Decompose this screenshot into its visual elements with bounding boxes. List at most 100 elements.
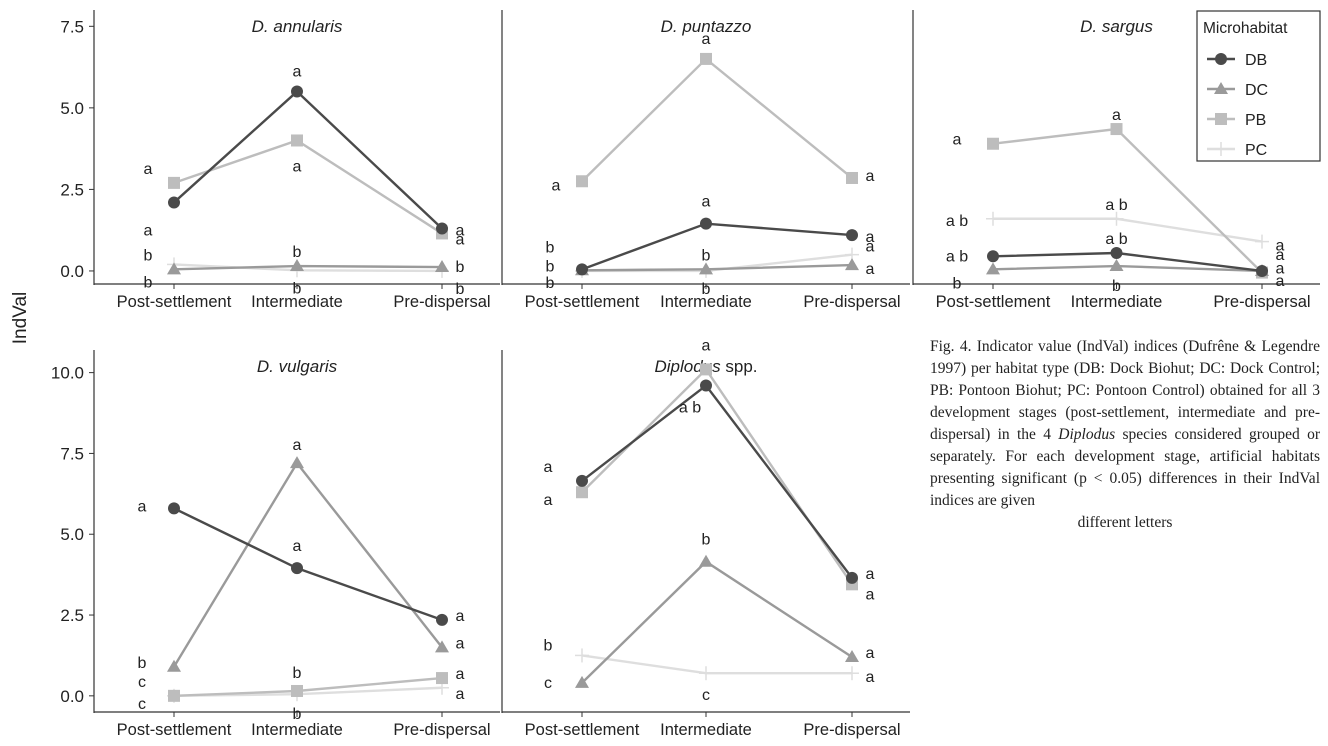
significance-letter: a	[456, 608, 465, 625]
data-point-db	[168, 502, 180, 515]
y-tick-label: 5.0	[60, 525, 84, 544]
significance-letter: b	[1112, 278, 1121, 295]
significance-letter: c	[702, 687, 710, 704]
data-point-dc	[167, 262, 181, 275]
significance-letter: a	[138, 498, 147, 515]
significance-letter: a	[456, 223, 465, 240]
data-point-dc	[699, 554, 713, 567]
significance-letter: a	[866, 586, 875, 603]
data-point-pc	[575, 648, 589, 663]
data-point-pb	[846, 171, 858, 184]
figure-caption: Fig. 4. Indicator value (IndVal) indices…	[930, 336, 1320, 534]
data-point-dc	[986, 262, 1000, 275]
x-tick-label: Post-settlement	[525, 721, 640, 739]
series-line-pb	[173, 139, 443, 235]
significance-letter: b	[144, 274, 153, 291]
significance-letter: c	[138, 696, 146, 713]
data-point-pb	[987, 137, 999, 150]
significance-letter: b	[546, 275, 555, 292]
significance-letter: a	[866, 229, 875, 246]
chart-panel: 0.0 2.5 5.0 7.5 Post-settlement Intermediate P…	[60, 10, 500, 311]
data-point-dc	[575, 675, 589, 688]
data-point-pc	[1109, 211, 1124, 226]
data-point-pb	[436, 672, 448, 685]
legend-marker-db	[1215, 53, 1227, 65]
x-tick-label: Post-settlement	[936, 293, 1051, 311]
data-point-dc	[845, 650, 859, 663]
data-point-db	[846, 229, 858, 242]
chart-panel: 0.0 2.5 5.0 7.5 10.0 Post-settlement Intermedi…	[51, 350, 500, 739]
data-point-db	[576, 263, 588, 276]
series-line-dc	[581, 560, 853, 684]
significance-letter: a	[293, 158, 302, 175]
significance-letter: b	[144, 247, 153, 264]
series-line-dc	[172, 461, 443, 668]
legend-label-pb: PB	[1245, 112, 1266, 129]
data-point-pb	[576, 486, 588, 499]
legend-label-dc: DC	[1245, 82, 1268, 99]
x-tick-label: Intermediate	[660, 721, 752, 739]
x-tick-label: Intermediate	[1071, 293, 1163, 311]
chart-legend: Microhabitat DB DC PB PC	[1196, 10, 1321, 162]
series-line-db	[581, 222, 853, 271]
x-tick-label: Pre-dispersal	[803, 721, 900, 739]
data-point-pb	[168, 176, 180, 189]
significance-letter: b	[293, 706, 302, 723]
data-point-db	[1110, 247, 1123, 260]
y-tick-label: 7.5	[60, 444, 84, 463]
data-point-dc	[167, 659, 181, 672]
caption-text-end: species considered grouped or separately…	[930, 426, 1320, 509]
legend-label-db: DB	[1245, 52, 1267, 69]
legend-marker-pb	[1215, 113, 1227, 125]
significance-letter: b	[293, 244, 302, 261]
significance-letter: b	[702, 281, 711, 298]
data-point-db	[291, 85, 303, 98]
significance-letter: a	[1276, 273, 1285, 290]
significance-letter: a b	[1105, 197, 1127, 214]
data-point-db	[987, 250, 999, 263]
significance-letter: a	[702, 194, 711, 211]
significance-letter: a b	[1105, 231, 1127, 248]
panel-title: D. puntazzo	[661, 17, 752, 36]
y-tick-label: 2.5	[60, 180, 84, 199]
data-point-db	[846, 571, 858, 584]
data-point-db	[700, 379, 712, 392]
caption-italic-genus: Diplodus	[1058, 426, 1116, 443]
x-tick-label: Pre-dispersal	[393, 293, 490, 311]
significance-letter: a	[544, 459, 553, 476]
significance-letter: a	[866, 261, 875, 278]
legend-box	[1196, 10, 1321, 162]
significance-letter: a	[144, 161, 153, 178]
significance-letter: b	[293, 665, 302, 682]
data-point-db	[436, 222, 448, 235]
significance-letter: a b	[679, 400, 701, 417]
data-point-db	[1256, 264, 1268, 277]
x-tick-label: Intermediate	[660, 293, 752, 311]
data-point-db	[436, 613, 448, 626]
significance-letter: c	[138, 674, 146, 691]
significance-letter: a b	[946, 213, 968, 230]
significance-letter: a	[544, 492, 553, 509]
legend-marker-dc	[1214, 82, 1228, 94]
caption-last-line: different letters	[1077, 514, 1173, 531]
data-point-pc	[845, 666, 859, 681]
significance-letter: a	[1276, 261, 1285, 278]
chart-panel: Post-settlement Intermediate Pre-dispersal…	[912, 10, 1320, 311]
data-point-pb	[168, 689, 180, 702]
data-point-pb	[291, 134, 303, 147]
data-point-pb	[576, 175, 588, 188]
significance-letter: a	[456, 231, 465, 248]
x-tick-label: Pre-dispersal	[393, 721, 490, 739]
significance-letter: a	[144, 222, 153, 239]
significance-letter: a	[702, 31, 711, 48]
legend-title: Microhabitat	[1203, 20, 1288, 37]
series-line-pc	[581, 654, 852, 675]
data-point-dc	[435, 640, 449, 653]
significance-letter: a	[552, 177, 561, 194]
significance-letter: a	[866, 669, 875, 686]
significance-letter: b	[546, 258, 555, 275]
significance-letter: a	[866, 566, 875, 583]
significance-letter: a	[1276, 247, 1285, 264]
significance-letter: b	[456, 281, 465, 298]
significance-letter: a b	[946, 248, 968, 265]
